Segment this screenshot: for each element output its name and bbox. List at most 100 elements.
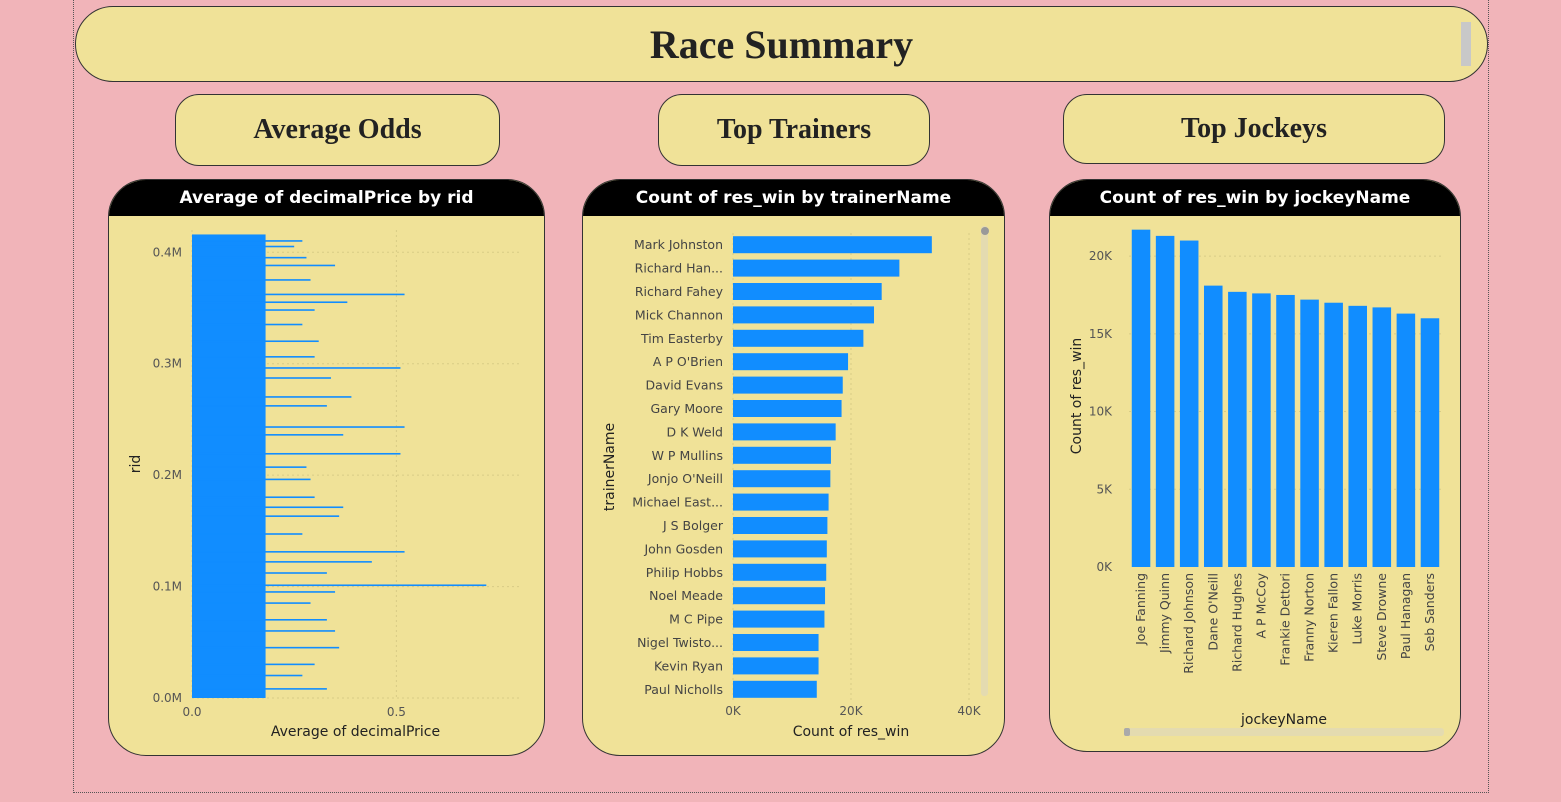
- category-label: Jonjo O'Neill: [647, 471, 723, 486]
- bar: [733, 353, 849, 371]
- category-label: Paul Nicholls: [644, 682, 723, 697]
- bar: [733, 470, 831, 488]
- x-tick-label: 40K: [957, 704, 981, 718]
- bar-area: [192, 234, 266, 698]
- category-label: Dane O'Neill: [1205, 573, 1220, 651]
- scrollbar-track: [981, 226, 988, 696]
- bar: [192, 602, 311, 604]
- category-label: Nigel Twisto...: [637, 635, 723, 650]
- bar: [192, 264, 336, 267]
- bar: [192, 506, 344, 509]
- category-label: M C Pipe: [669, 612, 723, 627]
- bar: [733, 423, 836, 441]
- category-label: Noel Meade: [649, 588, 723, 603]
- category-label: Jimmy Quinn: [1157, 573, 1172, 654]
- bar: [192, 591, 336, 593]
- report-canvas: [73, 0, 1489, 793]
- bar: [1300, 299, 1319, 567]
- report-header: Race Summary: [75, 6, 1488, 82]
- y-axis-title: rid: [128, 455, 144, 474]
- bar: [733, 446, 831, 464]
- bar: [192, 496, 315, 499]
- jockeys-chart[interactable]: 0K 5K 10K 15K 20K Joe Fanning Jimmy Quinn Richa…: [1050, 180, 1461, 752]
- bar: [192, 245, 295, 248]
- bar: [192, 426, 405, 428]
- bar: [192, 356, 315, 358]
- scrollbar-track: [1124, 728, 1444, 736]
- bar: [733, 400, 842, 417]
- x-tick-label: 20K: [839, 704, 863, 718]
- bar: [733, 517, 828, 534]
- top-trainers-button[interactable]: Top Trainers: [658, 94, 930, 166]
- y-axis-title: Count of res_win: [1069, 338, 1085, 455]
- bar: [1324, 302, 1343, 567]
- y-tick-label: 0.3M: [153, 357, 182, 371]
- average-odds-button[interactable]: Average Odds: [175, 94, 500, 166]
- x-axis-title: Count of res_win: [793, 724, 910, 740]
- bar: [733, 493, 829, 511]
- y-tick-label: 0.4M: [153, 245, 182, 259]
- scrollbar-handle: [981, 227, 989, 235]
- y-tick-label: 10K: [1089, 405, 1113, 419]
- category-label: Richard Johnson: [1181, 573, 1196, 674]
- category-label: Kieren Fallon: [1326, 573, 1341, 653]
- category-label: Richard Han...: [635, 261, 723, 276]
- bar: [733, 306, 875, 324]
- header-scrollbar[interactable]: [1461, 22, 1471, 66]
- bar: [192, 367, 401, 369]
- bar: [192, 452, 401, 455]
- x-tick-label: 0K: [725, 704, 742, 718]
- y-tick-label: 5K: [1096, 482, 1113, 496]
- bar: [1179, 240, 1199, 567]
- top-jockeys-button[interactable]: Top Jockeys: [1063, 94, 1445, 164]
- category-label: D K Weld: [667, 424, 724, 439]
- bar: [733, 657, 819, 675]
- page-title: Race Summary: [649, 21, 914, 67]
- bar: [192, 584, 487, 587]
- category-label: Richard Hughes: [1229, 573, 1244, 672]
- x-tick-label: 0.0: [182, 705, 201, 719]
- bar: [192, 478, 311, 481]
- jockeys-chart-title: Count of res_win by jockeyName: [1050, 180, 1460, 216]
- bar: [192, 688, 327, 690]
- bar: [733, 259, 900, 277]
- bar: [1396, 313, 1416, 567]
- bar: [1228, 291, 1247, 567]
- bar: [1420, 318, 1440, 567]
- category-label: J S Bolger: [662, 518, 724, 533]
- category-label: Mark Johnston: [634, 237, 723, 252]
- scrollbar-handle: [1124, 728, 1130, 736]
- trainers-chart[interactable]: 0K 20K 40K Mark Johnston Richard Han... Richa…: [583, 180, 1005, 756]
- y-tick-label: 0K: [1096, 560, 1113, 574]
- bar: [733, 236, 932, 254]
- bar: [1252, 293, 1271, 567]
- category-label: Seb Sanders: [1422, 573, 1437, 651]
- category-label: Frankie Dettori: [1278, 573, 1293, 666]
- bar: [192, 674, 303, 677]
- bar: [1348, 305, 1368, 567]
- bar: [192, 630, 336, 632]
- jockeys-chart-card: Count of res_win by jockeyName 0K 5K 10K 15…: [1049, 179, 1461, 752]
- y-axis-title: trainerName: [602, 423, 618, 511]
- x-tick-label: 0.5: [387, 705, 406, 719]
- y-tick-label: 0.0M: [153, 691, 182, 705]
- bar: [733, 680, 817, 698]
- odds-chart-title: Average of decimalPrice by rid: [109, 180, 544, 216]
- bar: [192, 533, 303, 535]
- y-tick-label: 15K: [1089, 327, 1113, 341]
- bar: [192, 515, 340, 517]
- category-label: A P O'Brien: [653, 354, 723, 369]
- y-tick-label: 0.1M: [153, 580, 182, 594]
- category-label: Gary Moore: [651, 401, 724, 416]
- category-label: Mick Channon: [635, 307, 723, 322]
- bar: [1276, 294, 1295, 567]
- bar: [192, 240, 303, 242]
- bar: [733, 610, 825, 628]
- bar: [733, 329, 864, 347]
- category-label: Kevin Ryan: [654, 658, 723, 673]
- bar: [192, 551, 405, 553]
- bar: [192, 279, 311, 281]
- category-label: Michael East...: [632, 495, 723, 510]
- bar: [733, 283, 882, 300]
